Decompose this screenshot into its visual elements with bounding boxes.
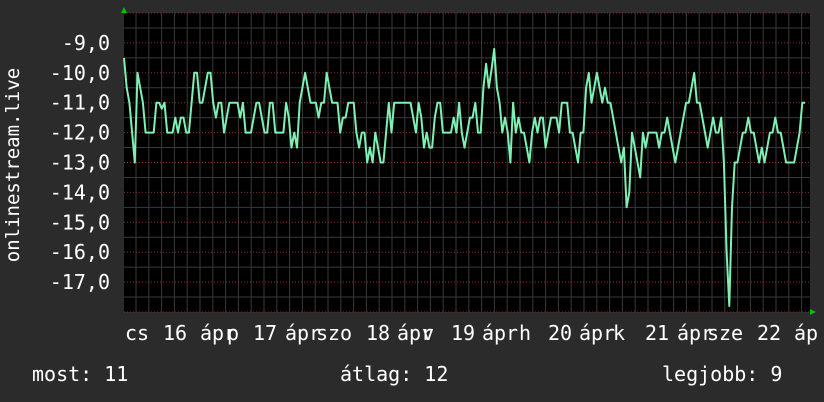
x-tick-label: p	[227, 321, 239, 345]
x-tick-label: k	[613, 321, 625, 345]
x-tick-label: ápr	[285, 321, 321, 345]
x-tick-label: cs	[125, 321, 149, 345]
y-tick-label: -10,0	[50, 61, 110, 85]
x-tick-label: ápr	[677, 321, 713, 345]
series-line	[123, 47, 805, 307]
axis-arrows	[121, 7, 816, 315]
x-tick-label: 16	[163, 321, 187, 345]
x-tick-label: ápr	[482, 321, 518, 345]
x-tick-label: 18	[366, 321, 390, 345]
x-tick-label: 19	[451, 321, 475, 345]
x-tick-label: 21	[645, 321, 669, 345]
y-axis-arrow	[121, 7, 127, 13]
x-tick-label: 22	[757, 321, 781, 345]
x-tick-label: sze	[707, 321, 743, 345]
y-tick-label: -13,0	[50, 151, 110, 175]
stat-current: most: 11	[32, 362, 129, 386]
line-chart: -9,0 -10,0 -11,0 -12,0 -13,0 -14,0 -15,0 -16,0 -…	[2, 7, 818, 345]
y-tick-label: -14,0	[50, 180, 110, 204]
x-tick-label: 20	[548, 321, 572, 345]
x-tick-label: 17	[253, 321, 277, 345]
x-tick-label: h	[519, 321, 531, 345]
x-axis-arrow	[810, 309, 816, 315]
x-tick-label: ápr	[579, 321, 615, 345]
stat-best: legjobb: 9	[662, 362, 783, 386]
x-tick-label: szo	[316, 321, 352, 345]
x-tick-label: áp	[794, 321, 818, 345]
y-axis-label: onlinestream.live	[2, 68, 24, 262]
x-tick-label: v	[422, 321, 434, 345]
y-tick-label: -15,0	[50, 210, 110, 234]
y-tick-label: -17,0	[50, 270, 110, 294]
x-tick-label: ápr	[200, 321, 236, 345]
y-tick-label: -11,0	[50, 91, 110, 115]
x-tick-label: ápr	[397, 321, 433, 345]
y-axis-ticks: -9,0 -10,0 -11,0 -12,0 -13,0 -14,0 -15,0 -16,0 -…	[50, 31, 110, 294]
y-tick-label: -16,0	[50, 240, 110, 264]
y-tick-label: -12,0	[50, 121, 110, 145]
grid	[124, 12, 810, 313]
stat-average: átlag: 12	[340, 362, 449, 386]
y-tick-label: -9,0	[62, 31, 110, 55]
